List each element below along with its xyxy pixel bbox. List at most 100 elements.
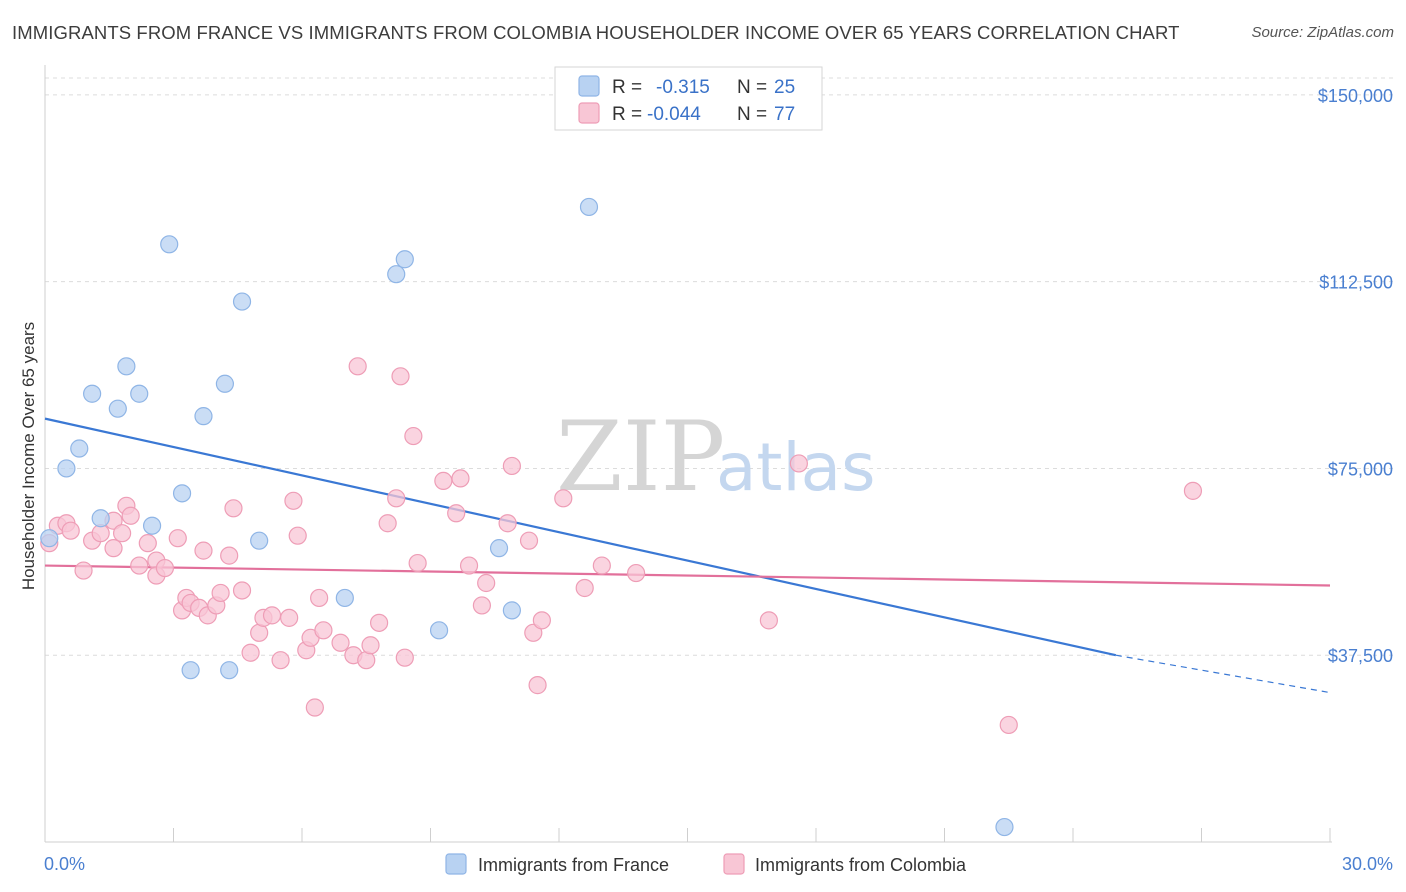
y-tick-label: $150,000 [1318, 86, 1393, 106]
point-colombia [262, 606, 282, 625]
y-tick-label: $75,000 [1328, 459, 1393, 479]
point-colombia [370, 613, 389, 632]
point-france [387, 265, 406, 284]
point-colombia [502, 456, 521, 476]
x-tick-label-min: 0.0% [44, 854, 85, 874]
point-colombia [554, 489, 573, 508]
point-colombia [121, 506, 140, 525]
point-colombia [224, 499, 243, 518]
chart-title: IMMIGRANTS FROM FRANCE VS IMMIGRANTS FRO… [12, 22, 1180, 43]
point-colombia [284, 491, 303, 510]
point-colombia [331, 633, 350, 652]
point-colombia [434, 471, 453, 490]
point-france [502, 601, 521, 620]
point-france [130, 384, 149, 403]
correlation-legend: R = -0.315 N = 25 R = -0.044 N = 77 [554, 66, 823, 131]
point-colombia [288, 526, 307, 545]
point-colombia [155, 558, 175, 578]
y-tick-label: $37,500 [1328, 646, 1393, 666]
series-legend: Immigrants from France Immigrants from C… [445, 853, 967, 875]
point-colombia [391, 367, 410, 386]
y-tick-label: $112,500 [1319, 273, 1393, 293]
point-france [395, 250, 414, 269]
series-legend-swatch-colombia [723, 853, 745, 875]
y-tick-labels: $37,500 $75,000 $112,500 $150,000 [1318, 86, 1393, 666]
point-france [83, 384, 102, 403]
point-france [70, 439, 89, 458]
point-france [181, 661, 200, 680]
legend-n-label-france: N = [737, 77, 767, 98]
chart-source: Source: ZipAtlas.com [1251, 24, 1394, 41]
point-france [220, 661, 239, 680]
point-colombia [1183, 481, 1203, 500]
point-colombia [626, 563, 646, 583]
point-colombia [130, 556, 149, 575]
point-colombia [378, 514, 397, 533]
point-colombia [404, 426, 423, 446]
point-colombia [477, 573, 496, 593]
point-colombia [357, 651, 376, 670]
axes [44, 65, 1332, 843]
point-colombia [250, 623, 269, 642]
trend-line [44, 417, 1117, 657]
legend-r-label-france: R = [612, 77, 642, 98]
legend-swatch-colombia [578, 102, 600, 124]
point-colombia [74, 561, 93, 580]
point-colombia [459, 556, 479, 575]
point-colombia [112, 524, 132, 543]
point-colombia [519, 531, 539, 550]
point-colombia [408, 553, 427, 573]
point-france [995, 817, 1014, 837]
point-colombia [310, 588, 329, 608]
x-tick-label-max: 30.0% [1342, 854, 1393, 874]
point-france [194, 407, 213, 426]
point-colombia [348, 357, 367, 376]
point-france [429, 621, 449, 640]
point-colombia [280, 608, 299, 627]
point-france [108, 399, 127, 418]
point-france [40, 529, 59, 548]
series-legend-label-france: Immigrants from France [478, 855, 669, 875]
point-colombia [472, 596, 491, 615]
point-colombia [138, 534, 157, 553]
legend-n-value-colombia: 77 [774, 104, 795, 125]
point-colombia [528, 676, 547, 695]
y-axis-title: Householder Income Over 65 years [19, 322, 38, 590]
point-colombia [451, 469, 470, 488]
point-colombia [211, 583, 230, 603]
point-colombia [168, 529, 187, 548]
point-france [579, 197, 599, 217]
point-colombia [447, 504, 466, 523]
point-colombia [524, 623, 543, 642]
point-france [250, 531, 269, 550]
point-colombia [789, 454, 808, 473]
point-colombia [194, 541, 213, 560]
point-colombia [305, 698, 324, 717]
data-points [40, 197, 1203, 837]
point-colombia [220, 546, 239, 565]
point-france [232, 292, 252, 311]
point-france [215, 374, 234, 393]
point-france [117, 357, 136, 376]
legend-n-label-colombia: N = [737, 104, 767, 125]
point-colombia [395, 648, 414, 667]
legend-r-label-colombia: R = [612, 104, 642, 125]
point-colombia [592, 556, 611, 575]
point-colombia [498, 514, 517, 533]
point-france [91, 509, 110, 528]
legend-r-value-colombia: -0.044 [647, 104, 701, 125]
point-colombia [61, 521, 80, 540]
x-tick-labels: 0.0% 30.0% [44, 854, 1393, 874]
point-colombia [104, 539, 123, 558]
legend-n-value-france: 25 [774, 77, 795, 98]
legend-r-value-france: -0.315 [656, 77, 710, 98]
point-france [335, 588, 354, 608]
point-colombia [759, 611, 778, 630]
point-colombia [241, 643, 260, 662]
watermark: ZIP atlas [556, 401, 876, 513]
trend-lines [44, 417, 1331, 694]
point-france [160, 235, 179, 254]
point-colombia [999, 715, 1018, 735]
point-colombia [271, 651, 290, 670]
